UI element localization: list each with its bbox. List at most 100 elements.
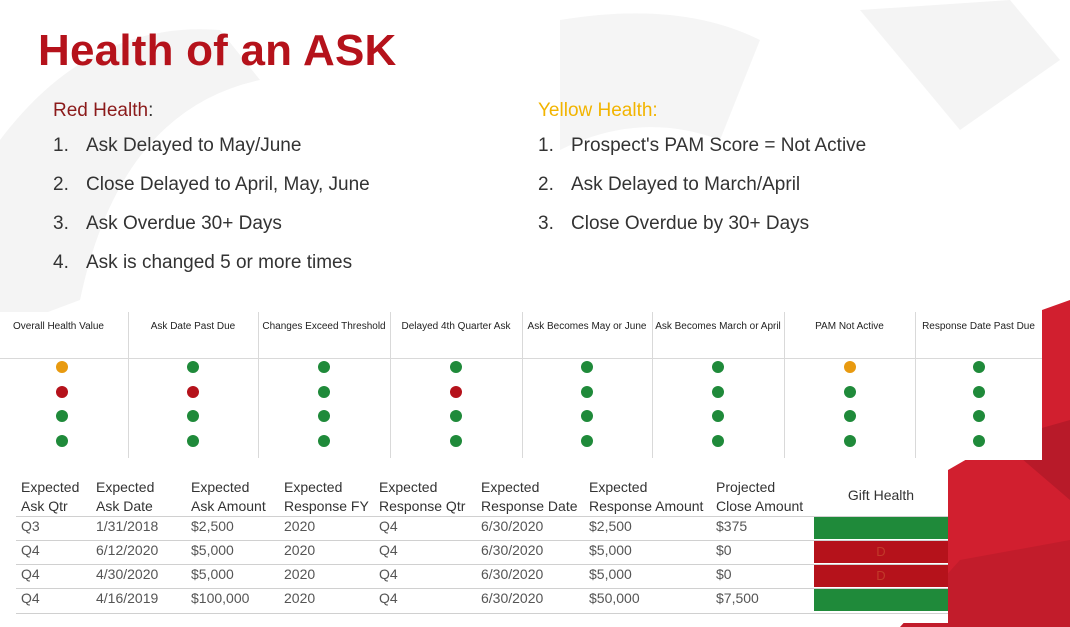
- column-header-line2: Response FY: [284, 498, 369, 514]
- column-header: Expected Ask Amount: [191, 478, 266, 516]
- table-cell: $100,000: [191, 590, 250, 606]
- table-cell: 6/30/2020: [481, 590, 544, 606]
- column-header: Expected Ask Date: [96, 478, 154, 516]
- table-cell: Q4: [21, 542, 40, 558]
- table-cell: 1/31/2018: [96, 518, 159, 534]
- red-health-section: Red Health: 1. Ask Delayed to May/June 2.…: [53, 100, 370, 289]
- indicator-column: Ask Date Past Due: [128, 312, 259, 460]
- column-header-line2: Ask Date: [96, 498, 153, 514]
- green-status-dot: [712, 361, 724, 373]
- indicator-column-header: PAM Not Active: [784, 312, 915, 359]
- column-header-line2: Ask Amount: [191, 498, 266, 514]
- green-status-dot: [318, 435, 330, 447]
- indicator-column-header: Ask Becomes March or April: [652, 312, 784, 359]
- green-status-dot: [843, 386, 856, 398]
- table-cell: 4/16/2019: [96, 590, 159, 606]
- table-cell: $5,000: [589, 542, 632, 558]
- list-text: Ask is changed 5 or more times: [86, 252, 353, 273]
- table-cell: $5,000: [589, 566, 632, 582]
- red-health-heading-text: Red Health: [53, 100, 149, 121]
- indicator-column-header: Delayed 4th Quarter Ask: [390, 312, 522, 359]
- indicator-column-header: Changes Exceed Threshold: [258, 312, 390, 359]
- green-status-dot: [450, 435, 462, 447]
- table-cell: Q3: [21, 518, 40, 534]
- column-header-line1: Expected: [481, 479, 540, 495]
- table-cell: 2020: [284, 590, 316, 606]
- row-divider: [16, 613, 948, 614]
- gift-health-bar: [814, 517, 948, 539]
- table-cell: Q4: [379, 566, 398, 582]
- green-status-dot: [712, 435, 724, 447]
- table-cell: 6/30/2020: [481, 518, 544, 534]
- page-title: Health of an ASK: [38, 26, 397, 75]
- green-status-dot: [581, 435, 593, 447]
- indicator-column: Ask Becomes May or June: [522, 312, 653, 460]
- column-header-line1: Expected: [284, 479, 343, 495]
- indicator-column: Delayed 4th Quarter Ask: [390, 312, 523, 460]
- indicator-column-header: Overall Health Value: [0, 312, 128, 359]
- indicator-column-header: Response Date Past Due: [915, 312, 1042, 359]
- table-cell: 2020: [284, 518, 316, 534]
- list-number: 2.: [53, 174, 69, 195]
- red-status-dot: [187, 386, 199, 398]
- green-status-dot: [712, 386, 724, 398]
- table-cell: 2020: [284, 542, 316, 558]
- table-cell: Q4: [21, 590, 40, 606]
- green-status-dot: [318, 410, 330, 422]
- column-header: Expected Response Qtr: [379, 478, 465, 516]
- green-status-dot: [972, 386, 985, 398]
- green-status-dot: [56, 435, 68, 447]
- list-text: Prospect's PAM Score = Not Active: [571, 135, 867, 156]
- list-item: 3. Close Overdue by 30+ Days: [538, 211, 866, 250]
- table-cell: Q4: [21, 566, 40, 582]
- column-header-line1: Expected: [589, 479, 648, 495]
- table-cell: Q4: [379, 590, 398, 606]
- column-header-line2: Ask Qtr: [21, 498, 68, 514]
- health-indicator-table: Overall Health Value Ask Date Past Due Cha…: [0, 312, 1042, 460]
- red-status-dot: [56, 386, 68, 398]
- row-divider: [16, 516, 948, 517]
- list-number: 3.: [538, 213, 554, 234]
- gift-health-header: Gift Health: [814, 458, 948, 516]
- column-header-line2: Close Amount: [716, 498, 804, 514]
- table-cell: Q4: [379, 542, 398, 558]
- column-header-line2: Response Qtr: [379, 498, 466, 514]
- gift-health-bar: [814, 589, 948, 611]
- red-health-heading: Red Health:: [53, 100, 154, 121]
- indicator-column: Overall Health Value: [0, 312, 129, 460]
- list-text: Ask Delayed to May/June: [86, 135, 302, 156]
- indicator-column: PAM Not Active: [784, 312, 916, 460]
- gift-health-bar: D: [814, 565, 948, 587]
- green-status-dot: [843, 435, 856, 447]
- list-text: Ask Overdue 30+ Days: [86, 213, 282, 234]
- gift-health-bar: D: [814, 541, 948, 563]
- indicator-column-header: Ask Date Past Due: [128, 312, 258, 359]
- list-item: 2. Close Delayed to April, May, June: [53, 172, 370, 211]
- column-header-line1: Expected: [191, 479, 250, 495]
- table-cell: 4/30/2020: [96, 566, 159, 582]
- row-divider: [16, 540, 948, 541]
- list-text: Close Overdue by 30+ Days: [571, 213, 810, 234]
- list-item: 4. Ask is changed 5 or more times: [53, 250, 370, 289]
- list-number: 4.: [53, 252, 69, 273]
- table-cell: $2,500: [191, 518, 234, 534]
- list-item: 1. Ask Delayed to May/June: [53, 133, 370, 172]
- gift-data-table: Expected Ask Qtr Expected Ask Date Expected A…: [16, 458, 948, 623]
- column-header-line1: Projected: [716, 479, 776, 495]
- table-cell: $7,500: [716, 590, 759, 606]
- yellow-health-section: Yellow Health: 1. Prospect's PAM Score = …: [538, 100, 866, 250]
- green-status-dot: [318, 361, 330, 373]
- green-status-dot: [450, 361, 462, 373]
- green-status-dot: [187, 361, 199, 373]
- green-status-dot: [56, 410, 68, 422]
- table-cell: 6/30/2020: [481, 566, 544, 582]
- table-cell: $5,000: [191, 566, 234, 582]
- green-status-dot: [712, 410, 724, 422]
- table-cell: 6/30/2020: [481, 542, 544, 558]
- table-cell: $2,500: [589, 518, 632, 534]
- table-cell: $5,000: [191, 542, 234, 558]
- list-item: 2. Ask Delayed to March/April: [538, 172, 866, 211]
- list-number: 1.: [53, 135, 69, 156]
- table-cell: 6/12/2020: [96, 542, 159, 558]
- table-cell: $0: [716, 566, 732, 582]
